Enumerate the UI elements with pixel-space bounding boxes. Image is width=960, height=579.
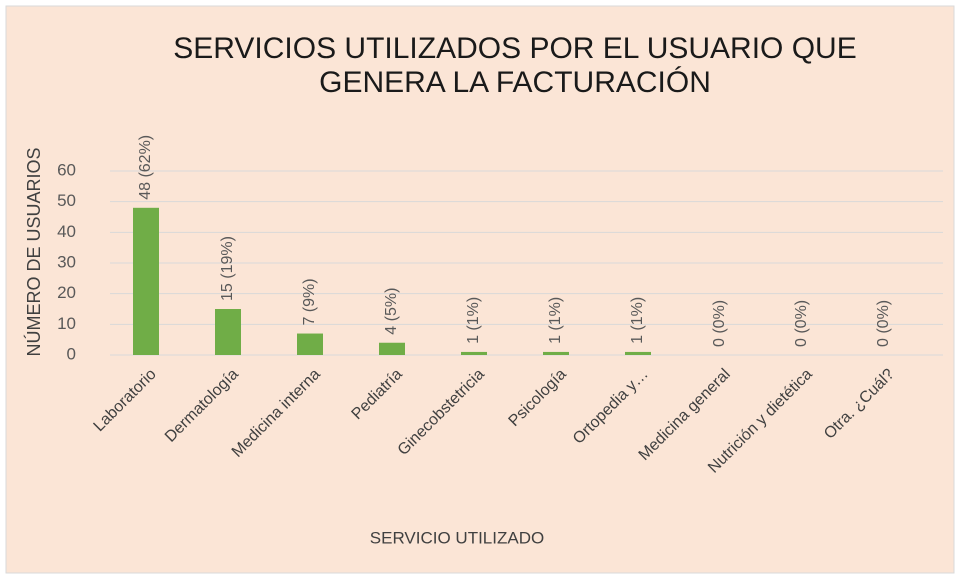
- bar: [543, 351, 569, 355]
- value-label: 1 (1%): [465, 297, 482, 344]
- bar: [297, 333, 323, 355]
- value-label: 0 (0%): [711, 300, 728, 347]
- value-label: 1 (1%): [629, 297, 646, 344]
- chart-background: [5, 5, 955, 574]
- value-label: 15 (19%): [219, 236, 236, 301]
- chart-title: SERVICIOS UTILIZADOS POR EL USUARIO QUE …: [173, 32, 857, 99]
- x-axis-label: SERVICIO UTILIZADO: [370, 528, 544, 547]
- bar: [461, 351, 487, 355]
- y-tick-label: 0: [67, 344, 76, 363]
- value-label: 7 (9%): [301, 278, 318, 325]
- y-axis-label: NÚMERO DE USUARIOS: [23, 147, 44, 356]
- value-label: 0 (0%): [875, 300, 892, 347]
- value-label: 4 (5%): [383, 288, 400, 335]
- y-tick-label: 10: [57, 314, 76, 333]
- y-tick-label: 20: [57, 283, 76, 302]
- y-tick-label: 60: [57, 160, 76, 179]
- y-tick-label: 50: [57, 191, 76, 210]
- value-label: 0 (0%): [793, 300, 810, 347]
- value-label: 1 (1%): [547, 297, 564, 344]
- value-label: 48 (62%): [137, 135, 154, 200]
- bar: [625, 351, 651, 355]
- bar: [215, 309, 241, 355]
- y-tick-label: 40: [57, 222, 76, 241]
- y-tick-label: 30: [57, 252, 76, 271]
- bar: [133, 207, 159, 355]
- bar: [379, 342, 405, 355]
